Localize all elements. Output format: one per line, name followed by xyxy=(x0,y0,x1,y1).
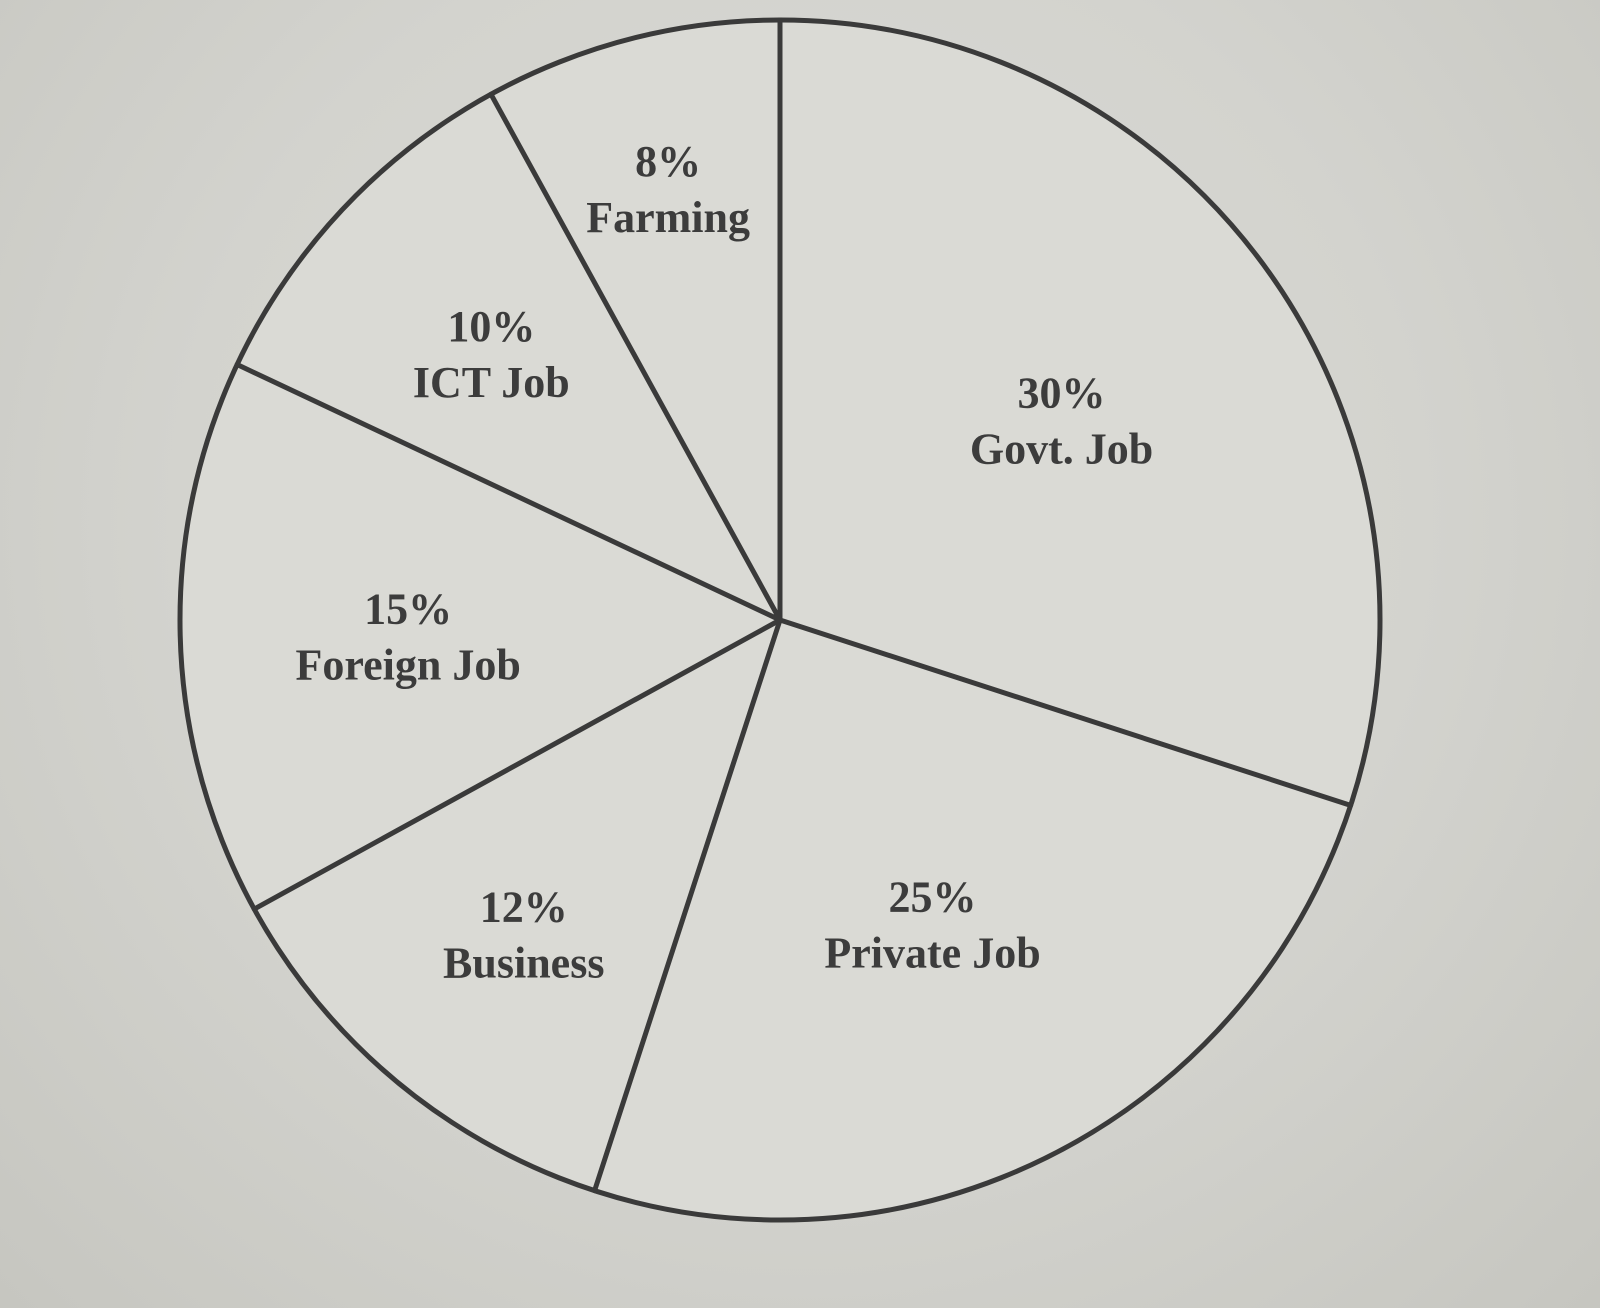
slice-label-private-job: 25% Private Job xyxy=(824,872,1040,977)
slice-name-govt-job: Govt. Job xyxy=(970,424,1153,473)
slice-label-ict-job: 10% ICT Job xyxy=(413,302,570,407)
slice-label-farming: 8% Farming xyxy=(586,137,750,242)
pie-slice-farming xyxy=(490,20,780,620)
slice-label-govt-job: 30% Govt. Job xyxy=(970,368,1153,473)
slice-edge-private-job xyxy=(777,617,1354,808)
pie-slice-edges xyxy=(234,17,1354,1194)
slice-percent-ict-job: 10% xyxy=(447,302,535,351)
slice-edge-ict-job xyxy=(234,362,783,623)
slice-name-farming: Farming xyxy=(586,193,750,242)
pie-slice-ict-job xyxy=(237,94,781,620)
pie-slices xyxy=(179,20,1380,1220)
slice-name-business: Business xyxy=(443,939,604,988)
slice-percent-business: 12% xyxy=(480,883,568,932)
slice-percent-farming: 8% xyxy=(635,137,701,186)
slice-name-private-job: Private Job xyxy=(824,928,1040,977)
slice-edge-farming xyxy=(488,91,783,623)
slice-name-ict-job: ICT Job xyxy=(413,358,570,407)
slice-edge-foreign-job xyxy=(251,617,783,912)
pie-slice-business xyxy=(254,620,780,1191)
pie-slice-govt-job xyxy=(780,20,1380,806)
slice-label-foreign-job: 15% Foreign Job xyxy=(296,585,521,690)
pie-slice-private-job xyxy=(594,620,1351,1220)
slice-percent-foreign-job: 15% xyxy=(364,585,452,634)
slice-label-business: 12% Business xyxy=(443,883,604,988)
pie-slice-foreign-job xyxy=(179,364,780,910)
pie-labels: 30% Govt. Job 25% Private Job 12% Business 15%… xyxy=(296,137,1154,988)
slice-name-foreign-job: Foreign Job xyxy=(296,641,521,690)
slice-percent-private-job: 25% xyxy=(889,872,977,921)
slice-percent-govt-job: 30% xyxy=(1018,368,1106,417)
slice-edge-business xyxy=(592,617,783,1194)
